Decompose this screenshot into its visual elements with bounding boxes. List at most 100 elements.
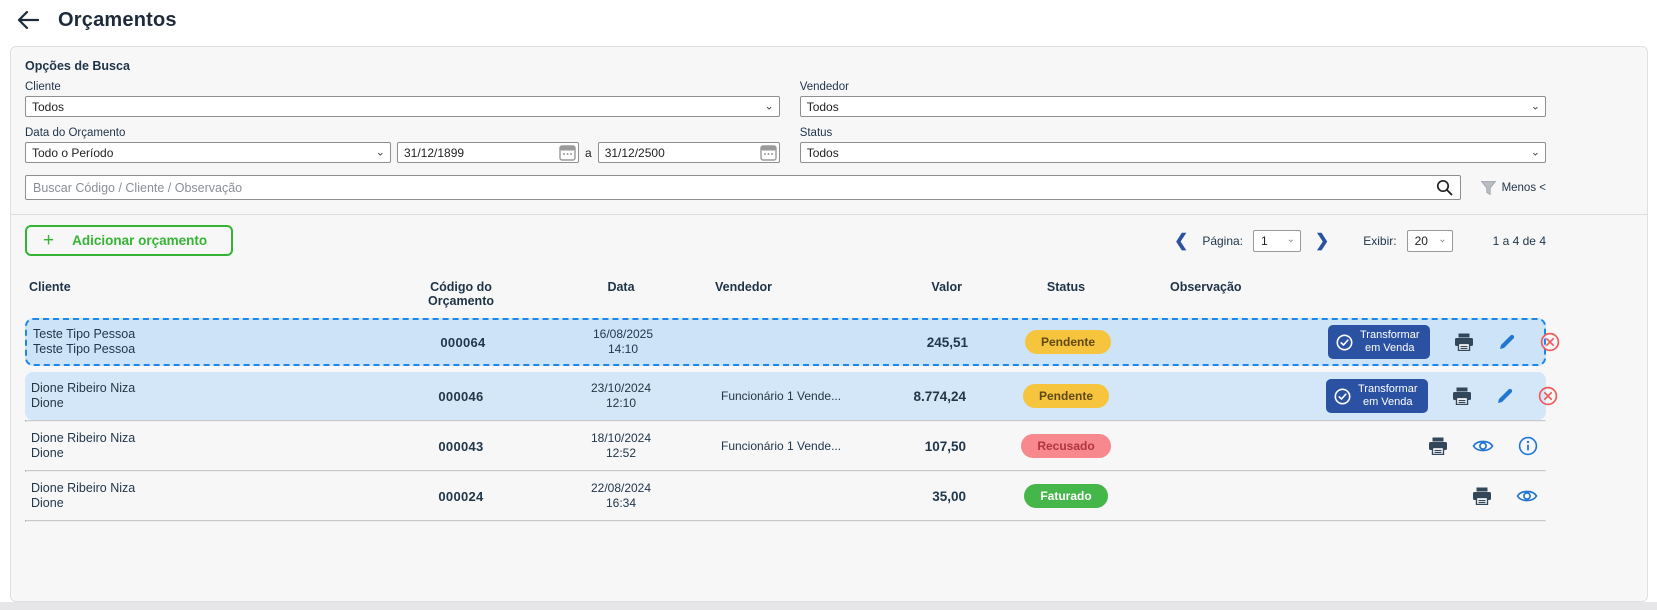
cliente-select-value: Todos xyxy=(32,99,65,114)
cell-data: 23/10/2024 12:10 xyxy=(590,381,652,410)
add-orcamento-label: Adicionar orçamento xyxy=(72,233,208,248)
menos-toggle[interactable]: Menos < xyxy=(1480,180,1546,195)
header-vendedor: Vendedor xyxy=(715,280,772,294)
page-prev-icon[interactable]: ❮ xyxy=(1170,232,1192,249)
exibir-label: Exibir: xyxy=(1363,233,1397,248)
search-input[interactable] xyxy=(25,175,1461,200)
view-eye-icon[interactable] xyxy=(1516,488,1538,504)
cell-valor: 8.774,24 xyxy=(913,388,966,404)
cancel-x-icon[interactable] xyxy=(1538,386,1558,406)
vendedor-select-value: Todos xyxy=(806,99,839,114)
transformar-em-venda-button[interactable]: Transformar em Venda xyxy=(1326,379,1428,413)
cell-codigo: 000046 xyxy=(438,388,484,404)
check-circle-icon xyxy=(1336,334,1353,350)
chevron-down-icon: ⌄ xyxy=(375,145,385,158)
date-from-box xyxy=(397,142,579,163)
status-badge: Faturado xyxy=(1024,484,1108,508)
periodo-select[interactable]: Todo o Período ⌄ xyxy=(25,142,391,163)
cell-valor: 107,50 xyxy=(924,438,966,454)
date-from-input[interactable] xyxy=(397,142,579,163)
exibir-select-value: 20 xyxy=(1414,233,1428,248)
status-badge: Pendente xyxy=(1022,384,1109,408)
header-data: Data xyxy=(607,280,635,294)
print-icon[interactable] xyxy=(1454,333,1474,351)
table-row[interactable]: Dione Ribeiro Niza Dione 000024 22/08/202… xyxy=(25,472,1546,520)
cliente-select[interactable]: Todos ⌄ xyxy=(25,96,780,117)
top-header: Orçamentos xyxy=(0,0,1657,40)
check-circle-icon xyxy=(1334,388,1351,404)
date-to-box xyxy=(597,142,780,163)
vendedor-select[interactable]: Todos ⌄ xyxy=(799,96,1546,117)
search-icon[interactable] xyxy=(1436,179,1453,196)
table-row[interactable]: Dione Ribeiro Niza Dione 000046 23/10/202… xyxy=(25,372,1557,420)
cell-codigo: 000064 xyxy=(440,334,486,350)
add-orcamento-button[interactable]: + Adicionar orçamento xyxy=(25,225,234,256)
row-divider xyxy=(25,420,1546,422)
cell-cliente: Teste Tipo Pessoa Teste Tipo Pessoa xyxy=(33,327,136,356)
table-row[interactable]: Teste Tipo Pessoa Teste Tipo Pessoa 00006… xyxy=(25,318,1559,366)
page-bottom-strip xyxy=(0,602,1657,610)
chevron-down-icon: ⌄ xyxy=(764,99,774,112)
cell-cliente: Dione Ribeiro Niza Dione xyxy=(31,431,136,460)
main-panel: Opções de Busca Cliente Todos ⌄ Vendedor… xyxy=(10,46,1648,602)
cell-vendedor: Funcionário 1 Vende... xyxy=(721,389,842,403)
range-text: 1 a 4 de 4 xyxy=(1492,233,1546,248)
status-field: Status Todos ⌄ xyxy=(799,127,1546,163)
page-title: Orçamentos xyxy=(58,8,177,31)
cancel-x-icon[interactable] xyxy=(1540,332,1560,352)
pagination: ❮ Página: 1 ⌄ ❯ Exibir: 20 ⌄ 1 a 4 de 4 xyxy=(1170,229,1546,252)
data-orcamento-label: Data do Orçamento xyxy=(25,127,126,139)
cell-cliente: Dione Ribeiro Niza Dione xyxy=(31,381,136,410)
divider xyxy=(11,214,1647,215)
edit-pencil-icon[interactable] xyxy=(1496,387,1514,405)
orcamentos-table: Cliente Código do Orçamento Data Vendedo… xyxy=(25,276,1559,522)
cell-codigo: 000043 xyxy=(438,438,484,454)
exibir-select[interactable]: 20 ⌄ xyxy=(1406,229,1453,252)
chevron-down-icon: ⌄ xyxy=(1530,99,1540,112)
menos-label: Menos < xyxy=(1501,181,1546,194)
print-icon[interactable] xyxy=(1452,387,1472,405)
page-next-icon[interactable]: ❯ xyxy=(1311,232,1333,249)
header-observacao: Observação xyxy=(1170,280,1242,294)
transformar-em-venda-button[interactable]: Transformar em Venda xyxy=(1328,325,1430,359)
table-header: Cliente Código do Orçamento Data Vendedo… xyxy=(25,276,1546,318)
status-label: Status xyxy=(799,127,833,139)
chevron-down-icon: ⌄ xyxy=(1438,233,1447,245)
search-row: Menos < xyxy=(25,175,1546,200)
cliente-field: Cliente Todos ⌄ xyxy=(25,81,780,117)
print-icon[interactable] xyxy=(1472,487,1492,505)
chevron-down-icon: ⌄ xyxy=(1286,233,1296,245)
chevron-down-icon: ⌄ xyxy=(1530,145,1540,158)
cell-cliente: Dione Ribeiro Niza Dione xyxy=(31,481,136,510)
toolbar: + Adicionar orçamento ❮ Página: 1 ⌄ ❯ Ex… xyxy=(25,225,1546,256)
status-select-value: Todos xyxy=(806,145,839,160)
print-icon[interactable] xyxy=(1428,437,1448,455)
calendar-icon[interactable] xyxy=(559,144,576,161)
row-divider xyxy=(25,470,1546,472)
back-arrow-icon[interactable] xyxy=(12,4,44,36)
data-orcamento-field: Data do Orçamento Todo o Período ⌄ a xyxy=(25,127,780,163)
table-row[interactable]: Dione Ribeiro Niza Dione 000043 18/10/202… xyxy=(25,422,1546,470)
vendedor-label: Vendedor xyxy=(799,81,849,93)
edit-pencil-icon[interactable] xyxy=(1498,333,1516,351)
info-icon[interactable] xyxy=(1518,436,1538,456)
page-label: Página: xyxy=(1202,233,1244,248)
page-select[interactable]: 1 ⌄ xyxy=(1253,229,1302,252)
filter-funnel-icon xyxy=(1480,180,1496,195)
cell-valor: 245,51 xyxy=(926,334,968,350)
vendedor-field: Vendedor Todos ⌄ xyxy=(799,81,1546,117)
status-select[interactable]: Todos ⌄ xyxy=(799,142,1546,163)
cell-codigo: 000024 xyxy=(438,488,484,504)
cliente-label: Cliente xyxy=(25,81,61,93)
status-badge: Pendente xyxy=(1024,330,1111,354)
header-cliente: Cliente xyxy=(29,280,71,294)
filters-grid: Cliente Todos ⌄ Vendedor Todos ⌄ Data do… xyxy=(25,81,1546,163)
calendar-icon[interactable] xyxy=(759,144,777,161)
header-codigo: Código do Orçamento xyxy=(428,280,494,308)
cell-valor: 35,00 xyxy=(932,488,966,504)
header-status: Status xyxy=(1046,280,1086,294)
view-eye-icon[interactable] xyxy=(1472,438,1494,454)
search-options-title: Opções de Busca xyxy=(25,59,130,73)
date-to-input[interactable] xyxy=(597,142,780,163)
date-range-separator: a xyxy=(585,145,592,160)
